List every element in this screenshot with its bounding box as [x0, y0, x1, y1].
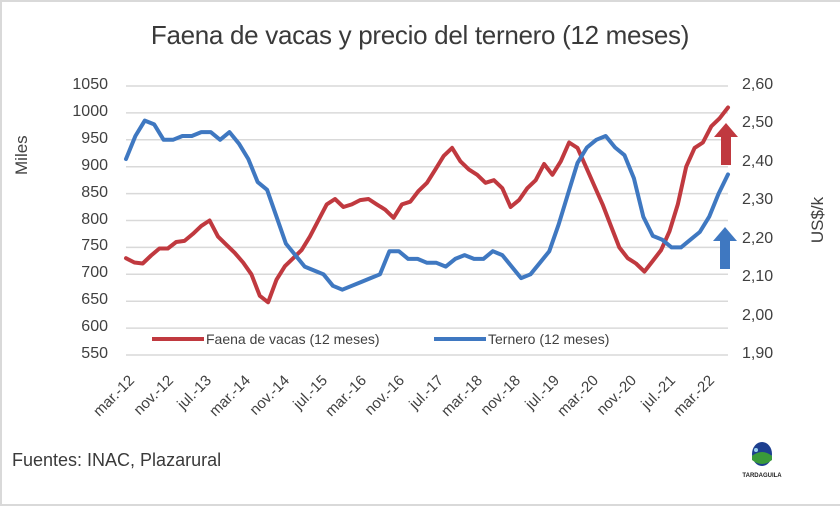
arrow-up-icon	[714, 123, 738, 165]
right-axis-tick: 1,90	[742, 345, 774, 362]
legend-swatch-ternero	[434, 337, 486, 341]
series-line-faena	[124, 105, 730, 305]
left-axis-tick: 600	[81, 318, 108, 336]
right-axis-tick: 2,20	[742, 229, 774, 247]
gridlines	[126, 85, 728, 356]
legend-label-faena: Faena de vacas (12 meses)	[206, 331, 380, 347]
left-axis-tick: 550	[81, 345, 108, 362]
left-axis-tick: 750	[81, 237, 108, 255]
left-axis-tick: 850	[81, 183, 108, 201]
right-axis-tick: 2,50	[742, 114, 774, 132]
right-axis-tick: 2,40	[742, 152, 774, 170]
legend-item-faena: Faena de vacas (12 meses)	[152, 331, 380, 347]
left-axis-label: Miles	[12, 135, 31, 175]
chart-title: Faena de vacas y precio del ternero (12 …	[150, 20, 690, 50]
left-axis-tick: 900	[81, 156, 108, 174]
left-axis-tick: 700	[81, 264, 108, 282]
left-axis-tick: 1000	[72, 102, 108, 120]
right-axis-tick: 2,00	[742, 306, 774, 324]
right-axis-tick: 2,10	[742, 268, 774, 286]
arrow-up-icon	[713, 227, 737, 269]
left-axis-tick: 650	[81, 291, 108, 309]
right-axis-tick: 2,30	[742, 191, 774, 209]
left-axis-tick: 1050	[72, 76, 108, 93]
legend-item-ternero: Ternero (12 meses)	[434, 331, 609, 347]
right-axis-tick: 2,60	[742, 76, 774, 93]
legend-swatch-faena	[152, 337, 204, 341]
left-axis-tick: 950	[81, 129, 108, 147]
left-axis-tick: 800	[81, 210, 108, 228]
right-axis-label: US$/k	[808, 196, 827, 244]
source-note: Fuentes: INAC, Plazarural	[12, 450, 222, 470]
tardaguila-logo-icon: TARDAGUILA	[740, 440, 784, 486]
series-line-ternero	[124, 118, 730, 292]
svg-text:TARDAGUILA: TARDAGUILA	[742, 473, 782, 479]
legend-label-ternero: Ternero (12 meses)	[488, 331, 610, 347]
